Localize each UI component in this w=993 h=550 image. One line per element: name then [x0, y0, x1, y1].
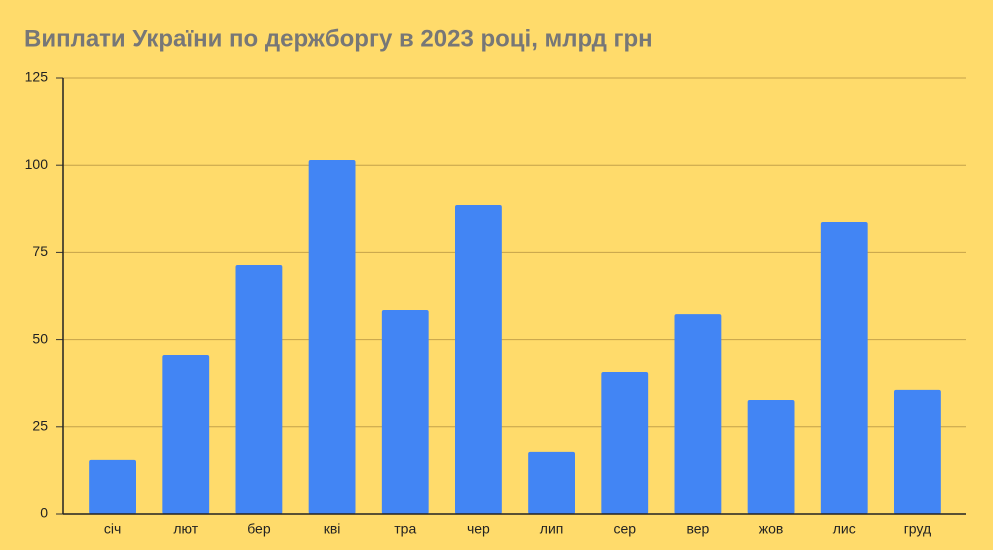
- bar: [747, 399, 795, 514]
- bar: [308, 159, 356, 514]
- bar: [894, 389, 941, 514]
- bar: [455, 204, 502, 514]
- x-tick-label: лис: [833, 521, 856, 537]
- bar: [528, 451, 575, 514]
- x-tick-label: лип: [540, 521, 564, 537]
- y-tick-label: 125: [25, 69, 49, 85]
- chart-title: Виплати України по держборгу в 2023 році…: [24, 25, 653, 52]
- x-tick-label: сер: [613, 521, 636, 537]
- x-tick-label: лют: [173, 521, 198, 537]
- y-tick-label: 25: [32, 418, 48, 434]
- bar: [162, 354, 210, 514]
- y-tick-label: 75: [32, 243, 48, 259]
- bar: [674, 314, 722, 514]
- bar: [89, 459, 136, 514]
- y-tick-label: 50: [32, 330, 48, 346]
- bar: [601, 372, 649, 514]
- x-tick-label: кві: [324, 521, 341, 537]
- x-tick-label: груд: [904, 521, 931, 537]
- x-tick-label: бер: [247, 521, 271, 537]
- bar: [235, 264, 283, 514]
- x-tick-label: жов: [759, 521, 784, 537]
- y-tick-label: 0: [40, 505, 48, 521]
- bar: [820, 222, 868, 515]
- x-tick-label: січ: [104, 521, 121, 537]
- x-tick-label: вер: [686, 521, 709, 537]
- x-tick-label: тра: [394, 521, 416, 537]
- bar: [381, 309, 429, 514]
- x-tick-label: чер: [467, 521, 490, 537]
- y-tick-label: 100: [25, 156, 49, 172]
